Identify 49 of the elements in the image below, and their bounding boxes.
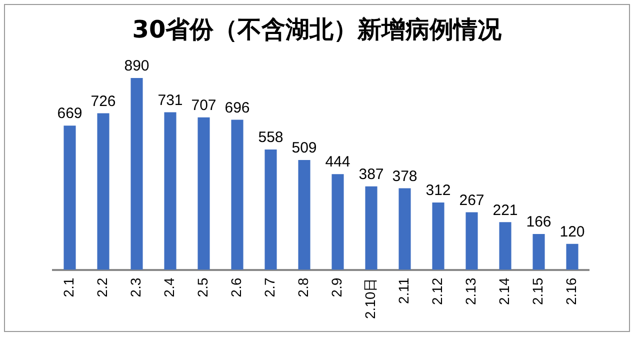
data-label: 267 [459,192,484,209]
data-label: 509 [292,140,317,157]
bar [264,150,277,270]
bar [566,244,578,270]
bar [164,112,176,270]
x-tick-label: 2.8 [295,278,312,298]
data-label: 558 [258,129,284,146]
data-label: 726 [90,92,116,110]
x-tick-label: 2.15 [530,278,546,305]
data-label: 120 [560,224,585,241]
bar [198,117,210,270]
chart-title: 30省份（不含湖北）新增病例情况 [132,16,503,44]
x-tick-label: 2.10日 [362,278,378,319]
bar [466,212,478,270]
bar [332,174,344,270]
bar [130,78,143,270]
x-tick-label: 2.3 [128,278,144,298]
data-label: 696 [224,99,250,116]
bar [365,186,378,270]
bar [432,202,444,270]
data-label: 890 [124,58,150,75]
data-label: 221 [492,202,518,219]
bar [499,222,512,270]
x-tick-label: 2.9 [328,278,345,298]
data-label: 387 [358,166,384,183]
x-tick-label: 2.2 [94,278,110,298]
bar [231,120,244,270]
data-label: 707 [191,97,216,114]
x-tick-label: 2.13 [462,278,479,305]
data-label: 669 [57,105,82,122]
bar [532,234,545,270]
x-tick-label: 2.7 [262,278,278,298]
x-tick-label: 2.14 [496,278,512,305]
data-label: 444 [325,154,350,171]
x-tick-label: 2.1 [60,278,77,298]
x-tick-label: 2.11 [396,278,412,304]
data-label: 378 [392,168,418,185]
x-tick-label: 2.12 [429,278,446,305]
x-tick-label: 2.6 [228,278,244,298]
bar [64,126,76,270]
x-tick-label: 2.5 [194,278,211,298]
data-label: 312 [426,182,451,200]
bar [97,113,110,270]
x-tick-label: 2.16 [563,278,580,305]
bar [398,188,411,270]
bar [298,160,310,270]
x-tick-label: 2.4 [161,278,178,298]
data-label: 166 [526,214,552,231]
data-label: 731 [158,92,183,109]
